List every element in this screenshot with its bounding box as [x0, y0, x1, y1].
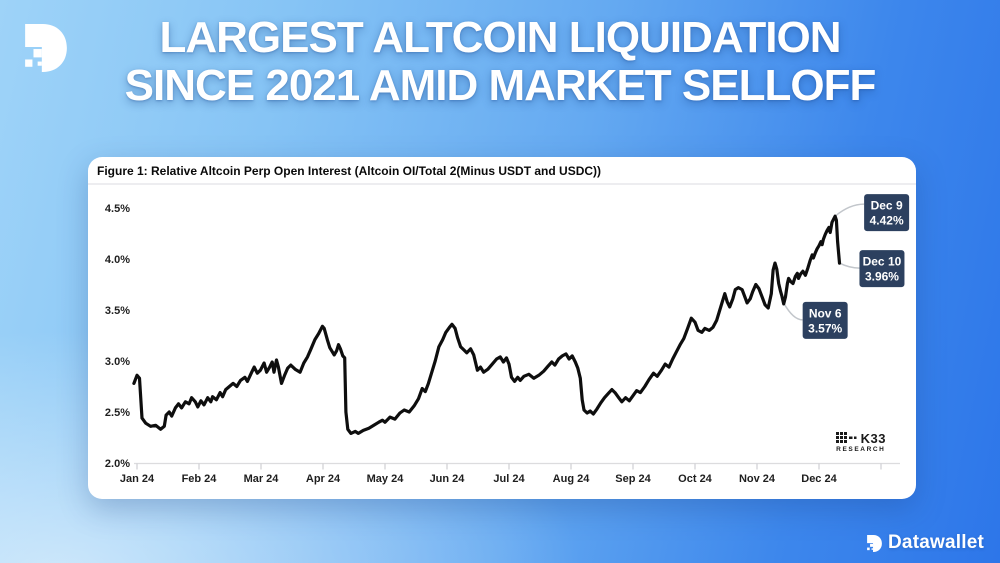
datawallet-logo-icon-small [867, 534, 882, 552]
source-name: K33 [860, 430, 886, 446]
annotation-date: Dec 9 [871, 199, 903, 213]
annotation-date: Nov 6 [809, 306, 842, 320]
line-chart: Jan 24 Feb 24 Mar 24 Apr 24 May 24 Jun 24 Jul … [105, 194, 910, 485]
y-tick-label: 2.0% [105, 458, 130, 470]
annotation-connector [783, 302, 803, 321]
datawallet-logo-icon [25, 24, 67, 72]
x-tick-label: Mar 24 [244, 473, 280, 485]
x-tick-label: Oct 24 [678, 473, 713, 485]
oi-series-line [132, 214, 842, 435]
source-subtitle: RESEARCH [836, 445, 886, 453]
annotation-callout: Dec 103.96% [859, 250, 905, 288]
x-tick-label: Aug 24 [553, 473, 591, 485]
footer-brand: Datawallet [867, 532, 984, 554]
annotation-date: Dec 10 [863, 255, 902, 269]
page-title: LARGEST ALTCOIN LIQUIDATION SINCE 2021 A… [0, 14, 1000, 110]
x-tick-label: Apr 24 [306, 473, 341, 485]
x-tick-label: Jan 24 [120, 473, 155, 485]
annotation-value: 3.57% [808, 321, 842, 335]
footer-wordmark: Datawallet [888, 532, 984, 553]
k33-research-logo: K33 RESEARCH [835, 430, 886, 454]
x-tick-label: Nov 24 [739, 473, 776, 485]
annotation-callout: Nov 63.57% [802, 301, 848, 339]
annotation-connector [834, 203, 865, 217]
figure-caption: Figure 1: Relative Altcoin Perp Open Int… [97, 164, 602, 178]
x-tick-label: Jun 24 [430, 473, 466, 485]
x-tick-label: Jul 24 [493, 473, 525, 485]
annotation-box [864, 194, 910, 232]
y-tick-label: 2.5% [105, 407, 130, 419]
annotation-box [802, 301, 848, 339]
annotation-value: 4.42% [870, 214, 904, 228]
x-tick-label: Dec 24 [801, 473, 837, 485]
x-tick-label: Feb 24 [182, 473, 218, 485]
y-tick-label: 4.5% [105, 203, 130, 215]
y-tick-label: 3.0% [105, 356, 130, 368]
annotation-connector [839, 262, 860, 269]
y-tick-label: 4.0% [105, 254, 130, 266]
k33-grid-icon [835, 432, 857, 443]
y-tick-label: 3.5% [105, 305, 130, 317]
caption-divider [88, 183, 916, 185]
x-tick-label: Sep 24 [615, 473, 651, 485]
annotation-callout: Dec 94.42% [864, 194, 910, 232]
figure-card: Figure 1: Relative Altcoin Perp Open Int… [88, 157, 916, 499]
title-line-1: LARGEST ALTCOIN LIQUIDATION [159, 13, 841, 62]
annotation-box [859, 250, 905, 288]
x-tick-label: May 24 [367, 473, 405, 485]
annotation-value: 3.96% [865, 270, 899, 284]
title-line-2: SINCE 2021 AMID MARKET SELLOFF [124, 61, 877, 110]
